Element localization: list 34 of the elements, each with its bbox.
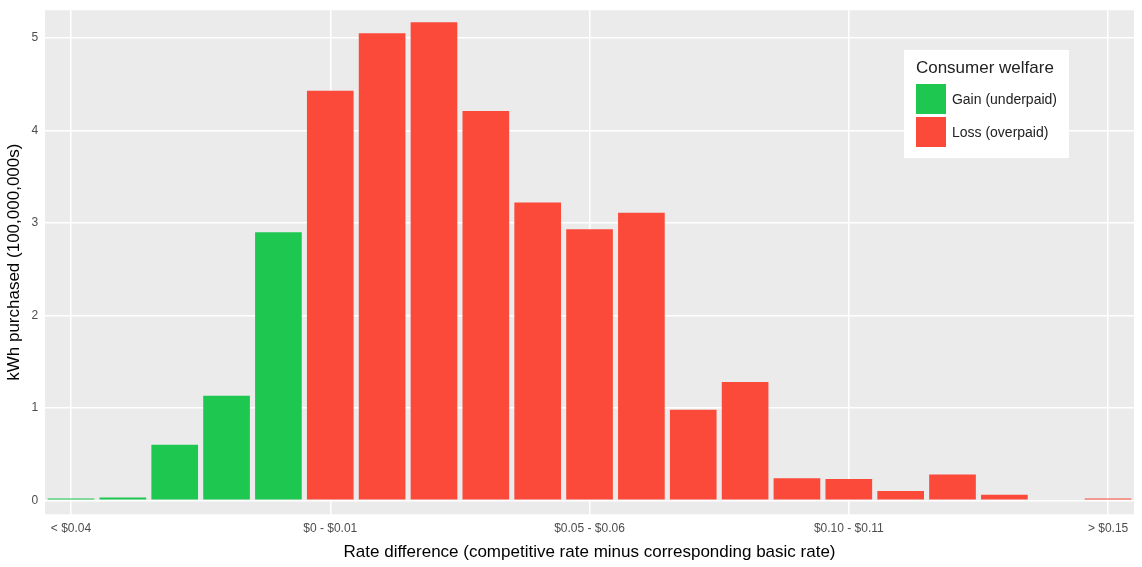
bar: [99, 497, 147, 500]
y-tick-label: 3: [31, 215, 39, 230]
x-tick-label: $0.10 - $0.11: [813, 520, 885, 535]
bar: [306, 90, 354, 500]
bar: [877, 491, 924, 500]
bar: [462, 111, 510, 500]
x-tick-label: < $0.04: [50, 520, 92, 535]
y-tick-label: 4: [31, 122, 39, 137]
bar: [358, 33, 406, 500]
y-tick-label: 1: [31, 400, 39, 415]
bar: [255, 232, 302, 500]
bar: [151, 444, 199, 500]
legend-title: Consumer welfare: [915, 58, 1055, 79]
y-tick-label: 2: [31, 307, 39, 322]
x-axis-title: Rate difference (competitive rate minus corresponding basic rate): [343, 542, 836, 562]
x-tick-label: $0.05 - $0.06: [554, 520, 626, 535]
bar: [203, 395, 250, 500]
bar: [825, 479, 873, 500]
x-tick-label: > $0.15: [1087, 520, 1129, 535]
y-tick-label: 5: [31, 30, 39, 45]
bar: [929, 474, 976, 500]
bar: [721, 381, 769, 500]
bar: [981, 494, 1028, 500]
bar: [618, 212, 665, 500]
bar: [514, 202, 562, 500]
bar: [566, 229, 613, 500]
y-tick-label: 0: [31, 492, 39, 507]
legend-label: Loss (overpaid): [951, 124, 1049, 141]
bar: [773, 478, 821, 500]
x-tick-label: $0 - $0.01: [303, 520, 358, 535]
bar: [669, 409, 717, 500]
legend-label: Gain (underpaid): [951, 91, 1057, 108]
y-axis-title: kWh purchased (100,000,000s): [3, 143, 23, 381]
bar: [410, 22, 458, 500]
